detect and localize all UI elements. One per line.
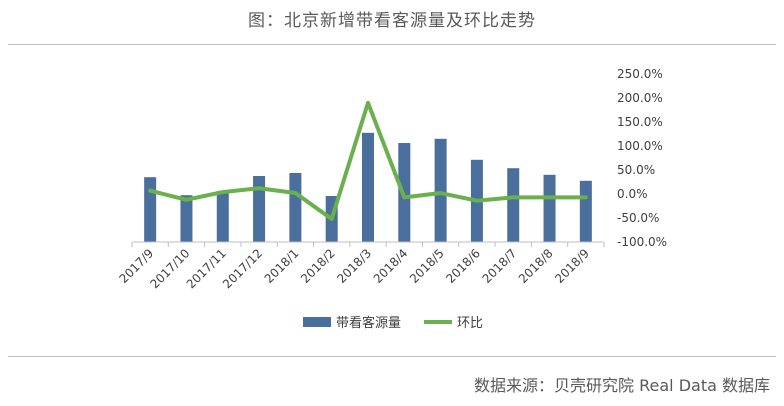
y2-tick-label: 100.0% [617,139,663,153]
x-tick-label: 2018/8 [516,246,556,286]
axes: 2017/92017/102017/112017/122018/12018/22… [117,67,668,291]
bar-2017/11 [216,191,229,242]
y2-tick-label: 0.0% [617,187,648,201]
bar-2018/7 [507,168,520,242]
bar-2017/12 [253,176,266,242]
bar-2017/10 [180,195,193,242]
bar-series [144,132,592,242]
legend-label-line: 环比 [457,316,483,331]
page-title: 图：北京新增带看客源量及环比走势 [248,11,536,31]
legend-label-bar: 带看客源量 [336,315,401,331]
x-tick-label: 2018/7 [480,246,520,286]
x-tick-label: 2018/4 [371,246,411,286]
bar-2017/9 [144,177,157,242]
x-tick-label: 2018/1 [262,246,302,286]
x-tick-label: 2018/2 [298,246,338,286]
x-tick-label: 2017/12 [220,246,265,291]
y2-tick-label: 200.0% [617,91,663,105]
y2-tick-label: 50.0% [617,163,655,177]
bar-2018/1 [289,173,302,242]
line-series [148,100,588,221]
source-note: 数据来源：贝壳研究院 Real Data 数据库 [474,376,770,395]
legend-swatch-bar [303,317,331,327]
y2-tick-label: -100.0% [617,235,667,249]
y2-tick-label: -50.0% [617,211,659,225]
x-tick-label: 2018/5 [407,246,447,286]
legend: 带看客源量 环比 [303,315,483,331]
y2-tick-label: 150.0% [617,115,663,129]
x-tick-label: 2018/9 [552,246,592,286]
top-divider [8,44,776,45]
bar-2018/5 [434,138,447,242]
x-tick-label: 2018/3 [334,246,374,286]
y2-tick-label: 250.0% [617,67,663,81]
bottom-divider [8,356,776,357]
bar-2018/8 [543,174,556,242]
chart: 2017/92017/102017/112017/122018/12018/22… [117,67,668,331]
bar-2018/3 [362,132,374,242]
x-tick-label: 2018/6 [443,246,483,286]
bar-2018/9 [579,180,592,242]
